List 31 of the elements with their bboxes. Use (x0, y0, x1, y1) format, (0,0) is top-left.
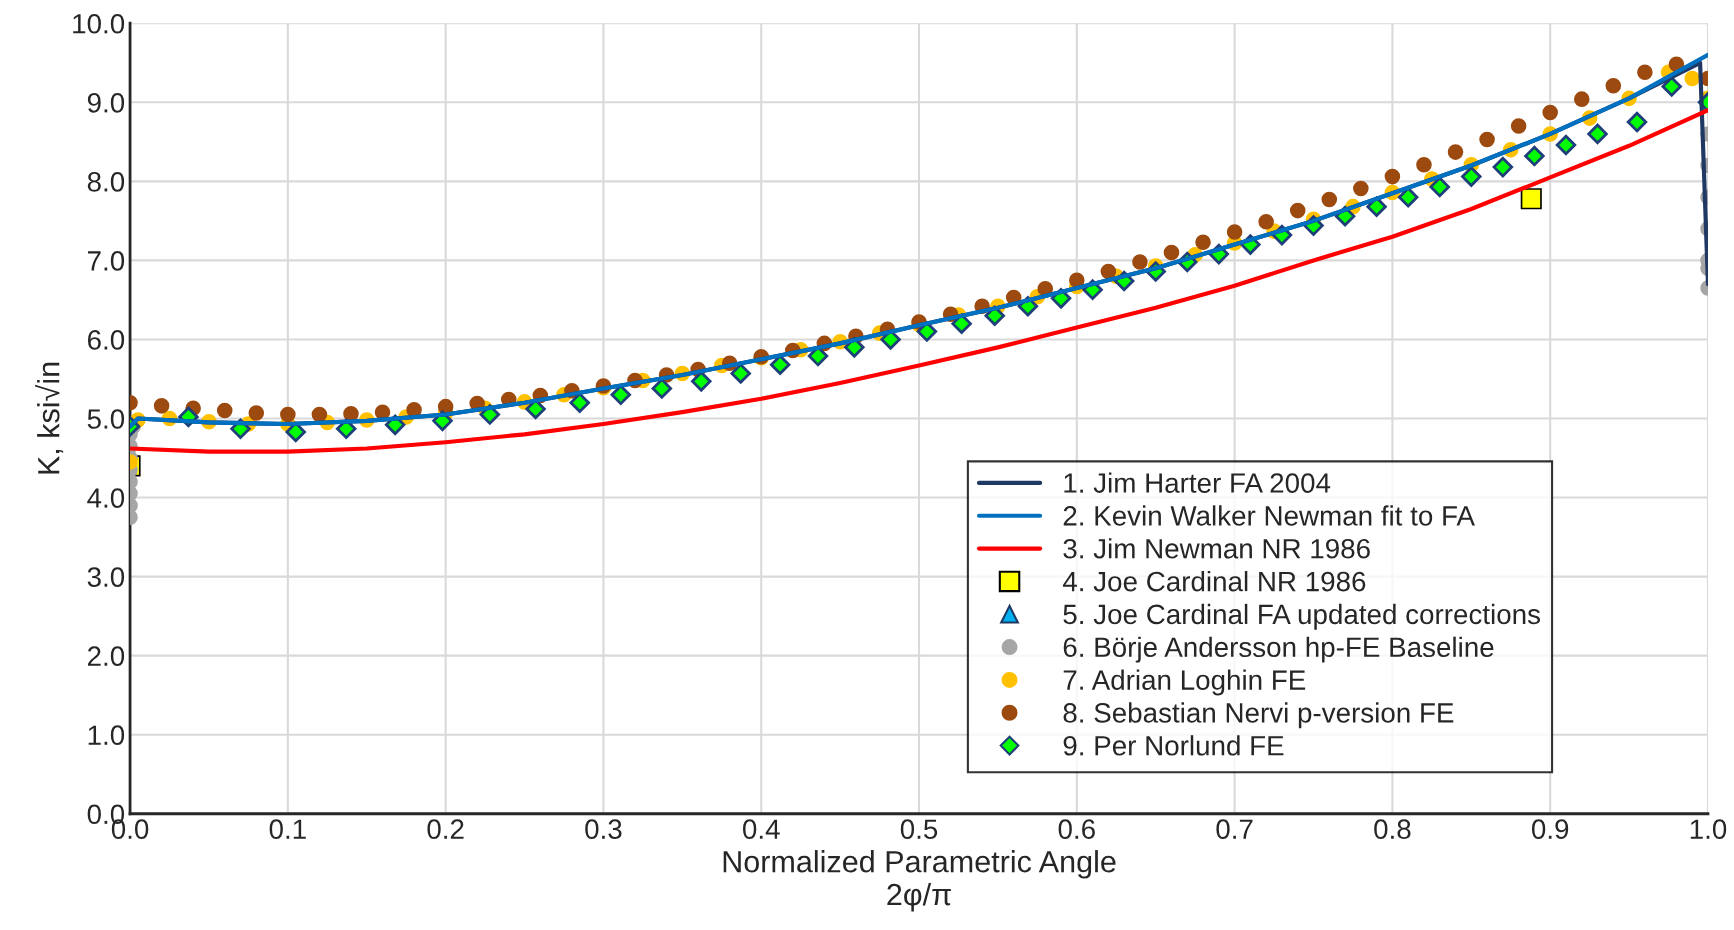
legend-label: 1. Jim Harter FA 2004 (1064, 472, 1331, 493)
y-tick-label: 7.0 (88, 251, 125, 271)
y-axis-title: K, ksi√in (35, 362, 64, 474)
x-tick-label: 0.6 (1058, 819, 1095, 840)
x-tick-label: 1.0 (1690, 819, 1727, 840)
legend-label: 6. Börje Andersson hp-FE Baseline (1063, 636, 1494, 663)
y-tick-label: 9.0 (87, 92, 125, 113)
legend-label: 4. Joe Cardinal NR 1986 (1062, 571, 1366, 592)
legend-label: 7. Adrian Loghin FE (1063, 669, 1306, 696)
y-tick-label: 3.0 (87, 567, 125, 587)
x-tick-label: 0.2 (427, 819, 464, 840)
y-tick-label: 4.0 (87, 488, 125, 508)
y-tick-label: 1.0 (88, 725, 125, 746)
legend-label: 8. Sebastian Nervi p-version FE (1063, 702, 1454, 729)
y-tick-label: 10.0 (73, 13, 125, 34)
legend-label: 5. Joe Cardinal FA updated corrections (1063, 603, 1541, 630)
x-tick-label: 0.3 (585, 819, 622, 840)
y-tick-label: 2.0 (87, 646, 125, 666)
x-tick-label: 0.4 (743, 819, 780, 840)
x-tick-label: 0.5 (900, 819, 938, 840)
legend-label: 9. Per Norlund FE (1063, 735, 1284, 756)
y-tick-label: 8.0 (87, 172, 125, 192)
x-tick-label: 0.1 (269, 819, 306, 840)
legend-label: 3. Jim Newman NR 1986 (1063, 538, 1370, 559)
x-tick-label: 0.8 (1374, 819, 1411, 840)
legend-label: 2. Kevin Walker Newman fit to FA (1063, 505, 1475, 526)
x-tick-label: 0.7 (1216, 819, 1253, 840)
y-tick-label: 5.0 (87, 409, 125, 429)
x-tick-label: 0.9 (1531, 819, 1569, 840)
x-axis-title: Normalized Parametric Angle 2φ/π (723, 850, 1116, 912)
y-tick-label: 6.0 (87, 330, 125, 350)
